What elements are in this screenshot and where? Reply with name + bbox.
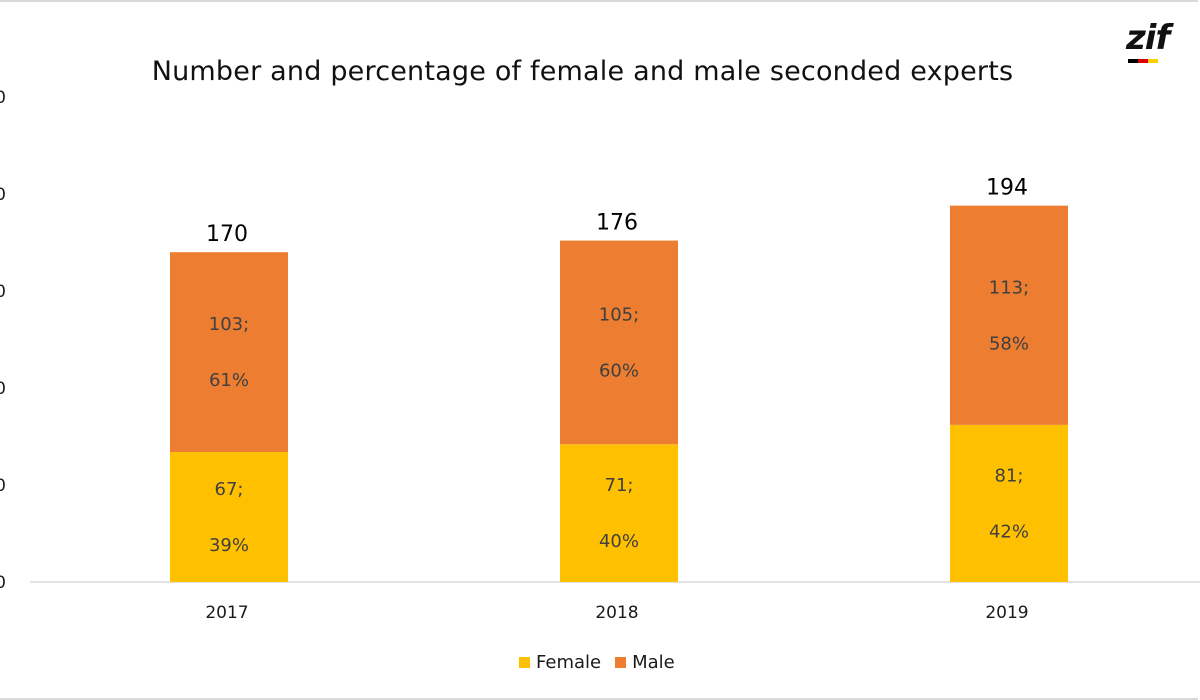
data-label-male-2019: 58%: [989, 333, 1029, 354]
data-label-female-2019: 81;: [995, 465, 1024, 486]
legend-item-female: Female: [519, 652, 601, 673]
logo-stripe-red: [1138, 59, 1148, 63]
zif-logo: zif: [1126, 18, 1200, 64]
legend-swatch-female: [519, 656, 530, 668]
bar-male-2019: [950, 205, 1068, 425]
data-label-female-2019: 42%: [989, 521, 1029, 542]
y-tick-label: 0: [0, 282, 6, 302]
total-label-2018: 176: [596, 211, 638, 236]
bar-male-2017: [170, 252, 288, 453]
total-label-2019: 194: [986, 176, 1028, 201]
y-tick-label: 0: [0, 88, 6, 108]
data-label-male-2018: 105;: [599, 304, 639, 325]
y-tick-label: 0: [0, 573, 6, 593]
data-label-female-2017: 67;: [215, 479, 244, 500]
y-tick-label: 0: [0, 379, 6, 399]
data-label-female-2018: 71;: [605, 475, 634, 496]
stacked-bar-chart: 0 0 0 0 0 0 67; 39% 103; 61% 170 2017 71; 40% 105; 60% 1…: [0, 88, 1200, 623]
data-label-male-2018: 60%: [599, 360, 639, 381]
legend-label-female: Female: [536, 651, 602, 673]
data-label-male-2019: 113;: [989, 277, 1029, 298]
x-tick-label-2017: 2017: [205, 603, 248, 623]
data-label-female-2017: 39%: [209, 535, 249, 556]
chart-title: Number and percentage of female and male…: [151, 56, 1014, 87]
chart-legend: Female Male: [519, 652, 675, 673]
x-tick-label-2018: 2018: [595, 603, 638, 623]
logo-wordmark: zif: [1126, 18, 1170, 58]
bar-male-2018: [560, 240, 678, 445]
x-tick-label-2019: 2019: [985, 603, 1028, 623]
logo-stripe-black: [1128, 59, 1138, 63]
y-tick-label: 0: [0, 185, 6, 205]
data-label-female-2018: 40%: [599, 531, 639, 552]
data-label-male-2017: 103;: [209, 314, 249, 335]
legend-item-male: Male: [615, 652, 675, 673]
total-label-2017: 170: [206, 222, 248, 247]
y-tick-label: 0: [0, 476, 6, 496]
bar-female-2018: [560, 444, 678, 582]
data-label-male-2017: 61%: [209, 370, 249, 391]
bar-female-2017: [170, 452, 288, 582]
legend-label-male: Male: [632, 651, 675, 673]
bar-female-2019: [950, 424, 1068, 582]
logo-stripe-gold: [1148, 59, 1158, 63]
legend-swatch-male: [615, 656, 627, 668]
